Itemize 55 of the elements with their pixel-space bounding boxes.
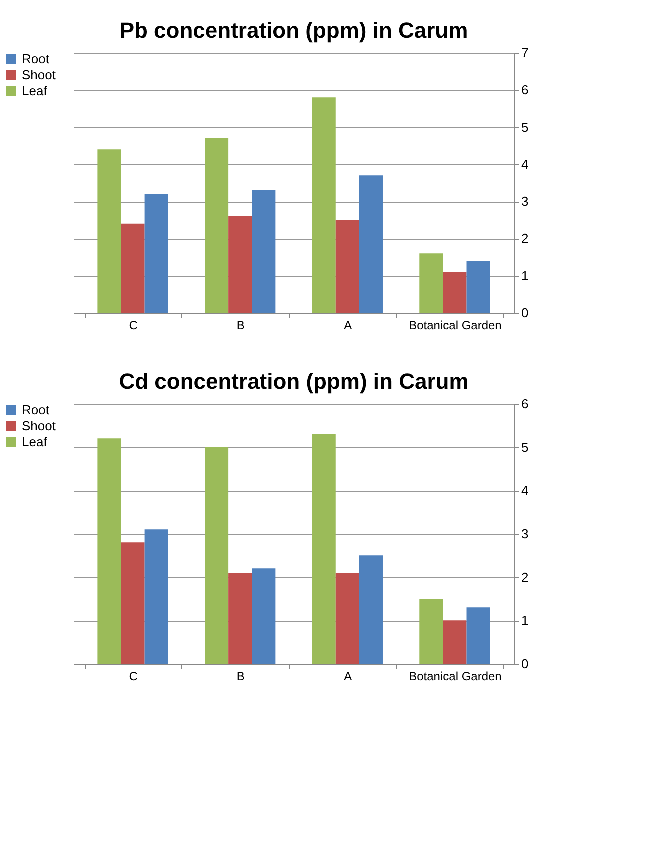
bar — [359, 556, 383, 664]
x-tick-label: A — [344, 318, 352, 332]
x-tick-label: C — [129, 318, 138, 332]
legend-label: Leaf — [22, 434, 48, 450]
bar — [205, 447, 229, 664]
bar — [466, 608, 490, 664]
y-tick-label: 2 — [522, 570, 529, 585]
bar — [420, 599, 444, 664]
bar — [443, 620, 467, 664]
legend-label: Leaf — [22, 84, 48, 98]
x-tick-label: Botanical Garden — [409, 318, 502, 332]
bar — [312, 434, 336, 664]
y-tick-label: 0 — [522, 656, 529, 672]
bar — [121, 542, 145, 664]
y-tick-label: 5 — [522, 440, 529, 455]
bar — [98, 150, 122, 313]
x-tick-label: C — [129, 670, 138, 684]
legend-label: Shoot — [22, 418, 56, 434]
bar — [144, 194, 168, 313]
y-tick-label: 6 — [522, 82, 529, 98]
y-tick-label: 3 — [522, 526, 529, 542]
legend-label: Shoot — [22, 68, 56, 82]
bar — [312, 98, 336, 313]
y-tick-label: 1 — [522, 268, 529, 284]
bar — [144, 530, 168, 664]
x-tick-label: Botanical Garden — [409, 670, 502, 684]
y-tick-label: 6 — [522, 396, 529, 412]
x-tick-label: B — [236, 670, 245, 684]
bar — [336, 573, 360, 664]
y-tick-label: 3 — [522, 194, 529, 210]
y-tick-label: 4 — [522, 483, 529, 498]
bar — [336, 220, 360, 313]
legend-label: Root — [22, 52, 50, 66]
bar — [121, 224, 145, 313]
y-tick-label: 4 — [522, 156, 529, 172]
bar — [228, 573, 252, 664]
y-tick-label: 5 — [522, 120, 529, 135]
legend-label: Root — [22, 402, 50, 418]
x-tick-label: A — [344, 670, 352, 684]
bar — [205, 138, 229, 313]
y-tick-label: 2 — [522, 231, 529, 246]
bar — [466, 261, 490, 313]
bar — [98, 438, 122, 664]
y-tick-label: 0 — [522, 306, 529, 320]
y-tick-label: 7 — [522, 46, 529, 60]
bar — [443, 272, 467, 313]
bar — [228, 216, 252, 313]
bar — [252, 568, 276, 664]
x-tick-label: B — [236, 318, 245, 332]
bar — [359, 176, 383, 313]
bar — [420, 254, 444, 313]
chart-title: Pb concentration (ppm) in Carum — [120, 18, 468, 43]
bar — [252, 190, 276, 313]
y-tick-label: 1 — [522, 613, 529, 628]
chart-title: Cd concentration (ppm) in Carum — [119, 369, 469, 394]
